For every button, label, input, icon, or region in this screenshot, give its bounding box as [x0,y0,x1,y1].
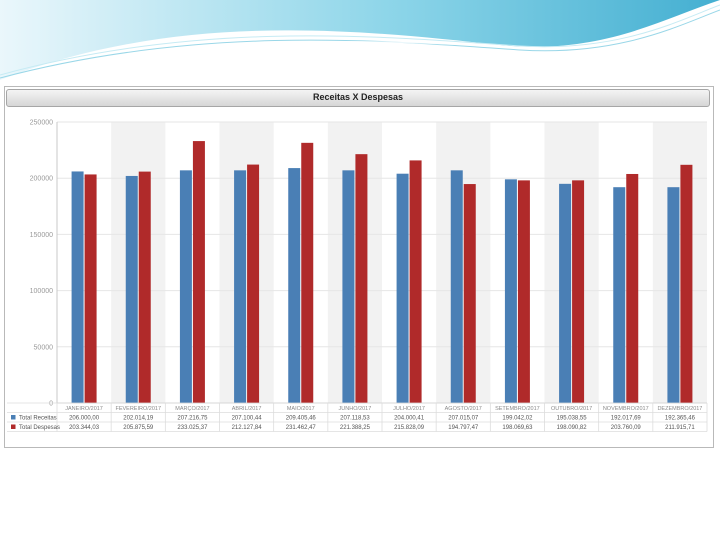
bar-receitas [613,187,626,403]
y-tick-label: 50000 [34,344,54,351]
bar-receitas [71,171,84,403]
x-category-label: JUNHO/2017 [339,406,372,412]
data-value-label: 231.462,47 [286,425,317,431]
x-category-label: JANEIRO/2017 [65,406,103,412]
data-value-label: 199.042,02 [502,416,533,422]
bar-receitas [504,179,517,403]
data-value-label: 203.760,09 [611,425,642,431]
data-value-label: 198.069,63 [502,425,533,431]
bar-receitas [450,170,463,403]
bar-despesas [463,184,476,403]
column-band [544,122,599,403]
x-category-label: MAIO/2017 [287,406,315,412]
bar-despesas [626,173,639,403]
legend-swatch [11,415,16,420]
data-value-label: 215.828,09 [394,425,425,431]
bar-despesas [355,154,368,403]
data-value-label: 205.875,59 [123,425,154,431]
y-tick-label: 0 [49,401,53,408]
data-value-label: 195.038,55 [557,416,588,422]
bar-despesas [301,142,314,403]
bar-despesas [192,141,205,403]
panel-title: Receitas X Despesas [312,92,404,102]
legend-swatch [11,424,16,429]
x-category-label: ABRIL/2017 [232,406,262,412]
panel-header: Receitas X Despesas [6,89,710,107]
bar-despesas [517,180,530,403]
bar-despesas [680,164,693,403]
bar-despesas [409,160,422,403]
data-value-label: 233.025,37 [177,425,208,431]
column-band [436,122,491,403]
x-category-label: FEVEREIRO/2017 [115,406,161,412]
data-value-label: 221.388,25 [340,425,371,431]
bar-despesas [84,174,97,403]
bar-despesas [247,164,260,403]
x-category-label: OUTUBRO/2017 [551,406,592,412]
bar-receitas [179,170,192,403]
column-band [327,122,382,403]
legend-label: Total Despesas [19,425,60,431]
data-value-label: 194.797,47 [448,425,479,431]
decorative-wave-header [0,0,720,80]
column-band [111,122,166,403]
chart-panel: Receitas X Despesas 0 50000 100000 150000 20… [4,86,714,448]
data-value-label: 203.344,03 [69,425,100,431]
bar-receitas [342,170,355,403]
bar-despesas [572,180,585,403]
bar-receitas [396,173,409,403]
data-value-label: 207.118,53 [340,416,370,422]
y-tick-label: 150000 [30,232,53,239]
data-value-label: 211.915,71 [665,425,695,431]
legend-label: Total Receitas [19,416,57,422]
bar-receitas [559,183,572,403]
x-category-label: MARÇO/2017 [175,406,209,412]
data-value-label: 192.365,46 [665,416,696,422]
x-category-label: NOVEMBRO/2017 [603,406,649,412]
bar-chart: 0 50000 100000 150000 200000 250000 JANEIRO/20… [7,120,708,432]
x-category-label: DEZEMBRO/2017 [657,406,702,412]
data-value-label: 207.100,44 [232,416,263,422]
data-value-label: 206.000,00 [69,416,100,422]
data-value-label: 209.405,46 [286,416,317,422]
column-band [652,122,707,403]
data-value-label: 207.216,75 [177,416,208,422]
data-value-label: 202.014,19 [123,416,154,422]
bar-receitas [288,168,301,403]
y-tick-label: 250000 [30,120,53,127]
bar-receitas [125,175,138,403]
x-category-label: AGOSTO/2017 [445,406,482,412]
data-value-label: 198.090,82 [557,425,588,431]
data-value-label: 207.015,07 [448,416,479,422]
bar-despesas [138,171,151,403]
y-tick-label: 200000 [30,176,53,183]
x-category-label: SETEMBRO/2017 [495,406,540,412]
data-value-label: 212.127,84 [232,425,263,431]
bar-receitas [234,170,247,403]
data-value-label: 204.000,41 [394,416,425,422]
x-category-label: JULHO/2017 [393,406,425,412]
column-band [219,122,274,403]
bar-receitas [667,187,680,403]
y-tick-label: 100000 [30,288,53,295]
data-value-label: 192.017,69 [611,416,642,422]
